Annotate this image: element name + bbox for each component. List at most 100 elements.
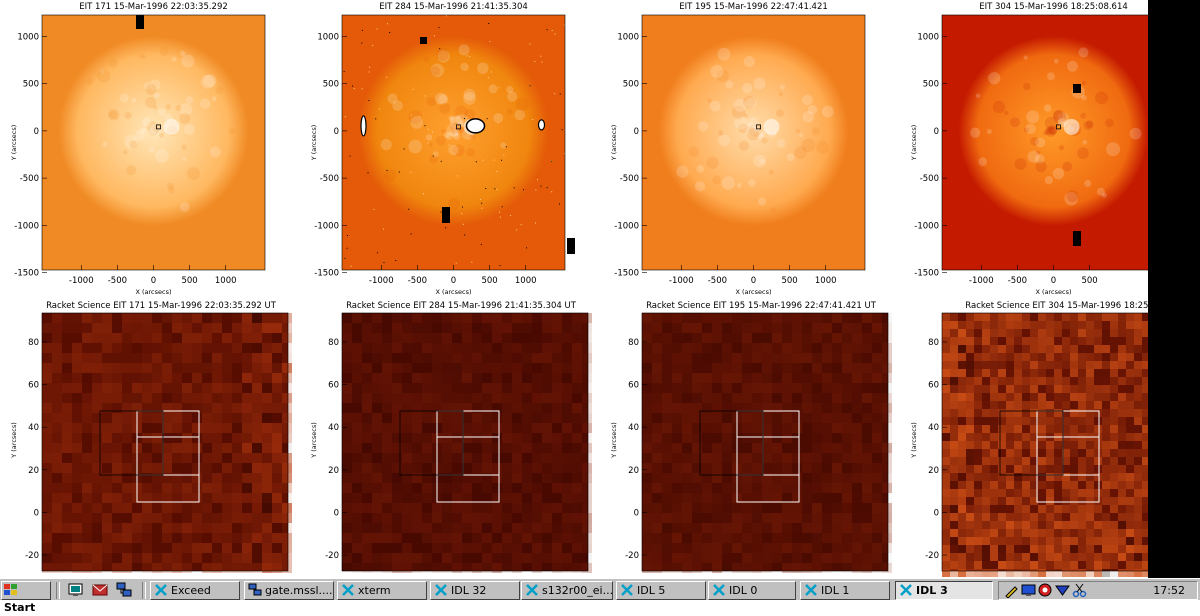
taskbar-button-idl-32[interactable]: IDL 32	[430, 581, 520, 600]
intensity-pixel	[252, 553, 262, 563]
intensity-pixel	[182, 553, 192, 563]
intensity-pixel	[974, 521, 982, 529]
intensity-pixel	[1062, 561, 1070, 569]
taskbar-button-s132r00-ei[interactable]: s132r00_ei...	[521, 581, 613, 600]
intensity-pixel	[42, 543, 52, 553]
intensity-pixel	[672, 373, 682, 383]
intensity-pixel	[982, 457, 990, 465]
intensity-pixel	[1022, 489, 1030, 497]
intensity-pixel	[1070, 465, 1078, 473]
intensity-pixel	[202, 373, 212, 383]
intensity-pixel	[142, 343, 152, 353]
intensity-pixel	[362, 493, 372, 503]
intensity-pixel	[1134, 401, 1142, 409]
taskbar-button-idl-3[interactable]: IDL 3	[895, 581, 993, 600]
intensity-pixel	[502, 333, 512, 343]
disk-texture	[380, 138, 392, 151]
intensity-pixel	[472, 463, 482, 473]
intensity-pixel	[552, 533, 562, 543]
intensity-pixel	[432, 383, 442, 393]
intensity-pixel	[842, 503, 852, 513]
outlook-icon[interactable]	[92, 582, 108, 598]
intensity-pixel	[272, 513, 282, 523]
intensity-pixel	[942, 409, 950, 417]
intensity-pixel	[1134, 505, 1142, 513]
intensity-pixel	[142, 553, 152, 563]
intensity-pixel	[1014, 537, 1022, 545]
monitor-icon[interactable]	[1021, 583, 1036, 598]
intensity-pixel	[1086, 409, 1094, 417]
intensity-pixel	[1038, 385, 1046, 393]
intensity-pixel	[1038, 361, 1046, 369]
intensity-pixel	[1022, 337, 1030, 345]
intensity-pixel	[222, 473, 232, 483]
disk-texture	[776, 109, 784, 118]
intensity-pixel	[492, 513, 502, 523]
disk-texture	[978, 157, 987, 166]
intensity-pixel	[522, 563, 532, 573]
y-tick-label: 80	[28, 338, 39, 348]
intensity-pixel	[522, 483, 532, 493]
taskbar-button-exceed[interactable]: Exceed	[150, 581, 240, 600]
intensity-pixel	[372, 383, 382, 393]
disk-texture	[1058, 145, 1065, 151]
download-icon[interactable]	[1055, 583, 1070, 598]
intensity-pixel	[342, 533, 352, 543]
intensity-pixel	[1126, 409, 1134, 417]
intensity-pixel	[102, 503, 112, 513]
noise-speck	[481, 207, 483, 209]
intensity-pixel	[532, 353, 542, 363]
intensity-pixel	[792, 513, 802, 523]
x-icon	[154, 583, 168, 597]
intensity-pixel	[242, 393, 252, 403]
intensity-pixel	[422, 383, 432, 393]
intensity-pixel	[172, 483, 182, 493]
intensity-pixel	[752, 323, 762, 333]
taskbar-button-gate-mssl[interactable]: gate.mssl....	[244, 581, 334, 600]
disk-texture	[1047, 125, 1058, 135]
intensity-pixel	[562, 563, 572, 573]
intensity-pixel	[642, 523, 652, 533]
desktop-icon[interactable]	[68, 582, 84, 598]
intensity-pixel	[1046, 449, 1054, 457]
intensity-pixel	[472, 423, 482, 433]
start-button[interactable]: Start	[1, 581, 51, 614]
intensity-pixel	[112, 363, 122, 373]
taskbar-button-idl-5[interactable]: IDL 5	[616, 581, 706, 600]
intensity-pixel	[1030, 409, 1038, 417]
intensity-pixel	[852, 463, 862, 473]
network-icon[interactable]	[116, 582, 132, 598]
intensity-pixel	[662, 343, 672, 353]
intensity-pixel	[392, 443, 402, 453]
intensity-pixel	[872, 383, 882, 393]
intensity-pixel	[552, 343, 562, 353]
speaker-icon[interactable]	[1038, 583, 1053, 598]
bottom-panel-1: Racket Science EIT 284 15-Mar-1996 21:41…	[310, 301, 592, 573]
intensity-pixel	[552, 553, 562, 563]
intensity-pixel	[1014, 513, 1022, 521]
y-axis-title: Y (arcsecs)	[10, 422, 18, 459]
intensity-pixel	[492, 553, 502, 563]
intensity-pixel	[402, 343, 412, 353]
taskbar-button-idl-1[interactable]: IDL 1	[800, 581, 890, 600]
intensity-pixel	[202, 453, 212, 463]
intensity-pixel	[1086, 473, 1094, 481]
intensity-pixel	[852, 413, 862, 423]
intensity-pixel	[272, 553, 282, 563]
intensity-pixel	[822, 543, 832, 553]
intensity-pixel	[692, 323, 702, 333]
taskbar-button-idl-0[interactable]: IDL 0	[708, 581, 796, 600]
intensity-pixel	[542, 493, 552, 503]
taskbar-button-xterm[interactable]: xterm	[337, 581, 427, 600]
intensity-pixel	[192, 413, 202, 423]
intensity-pixel	[950, 385, 958, 393]
intensity-pixel	[182, 353, 192, 363]
scissors-icon[interactable]	[1072, 583, 1087, 598]
intensity-pixel	[642, 503, 652, 513]
pen-icon[interactable]	[1004, 583, 1019, 599]
intensity-pixel	[402, 503, 412, 513]
intensity-pixel	[1006, 489, 1014, 497]
intensity-pixel	[242, 453, 252, 463]
noise-speck	[427, 128, 429, 130]
clock[interactable]: 17:52	[1153, 584, 1185, 597]
